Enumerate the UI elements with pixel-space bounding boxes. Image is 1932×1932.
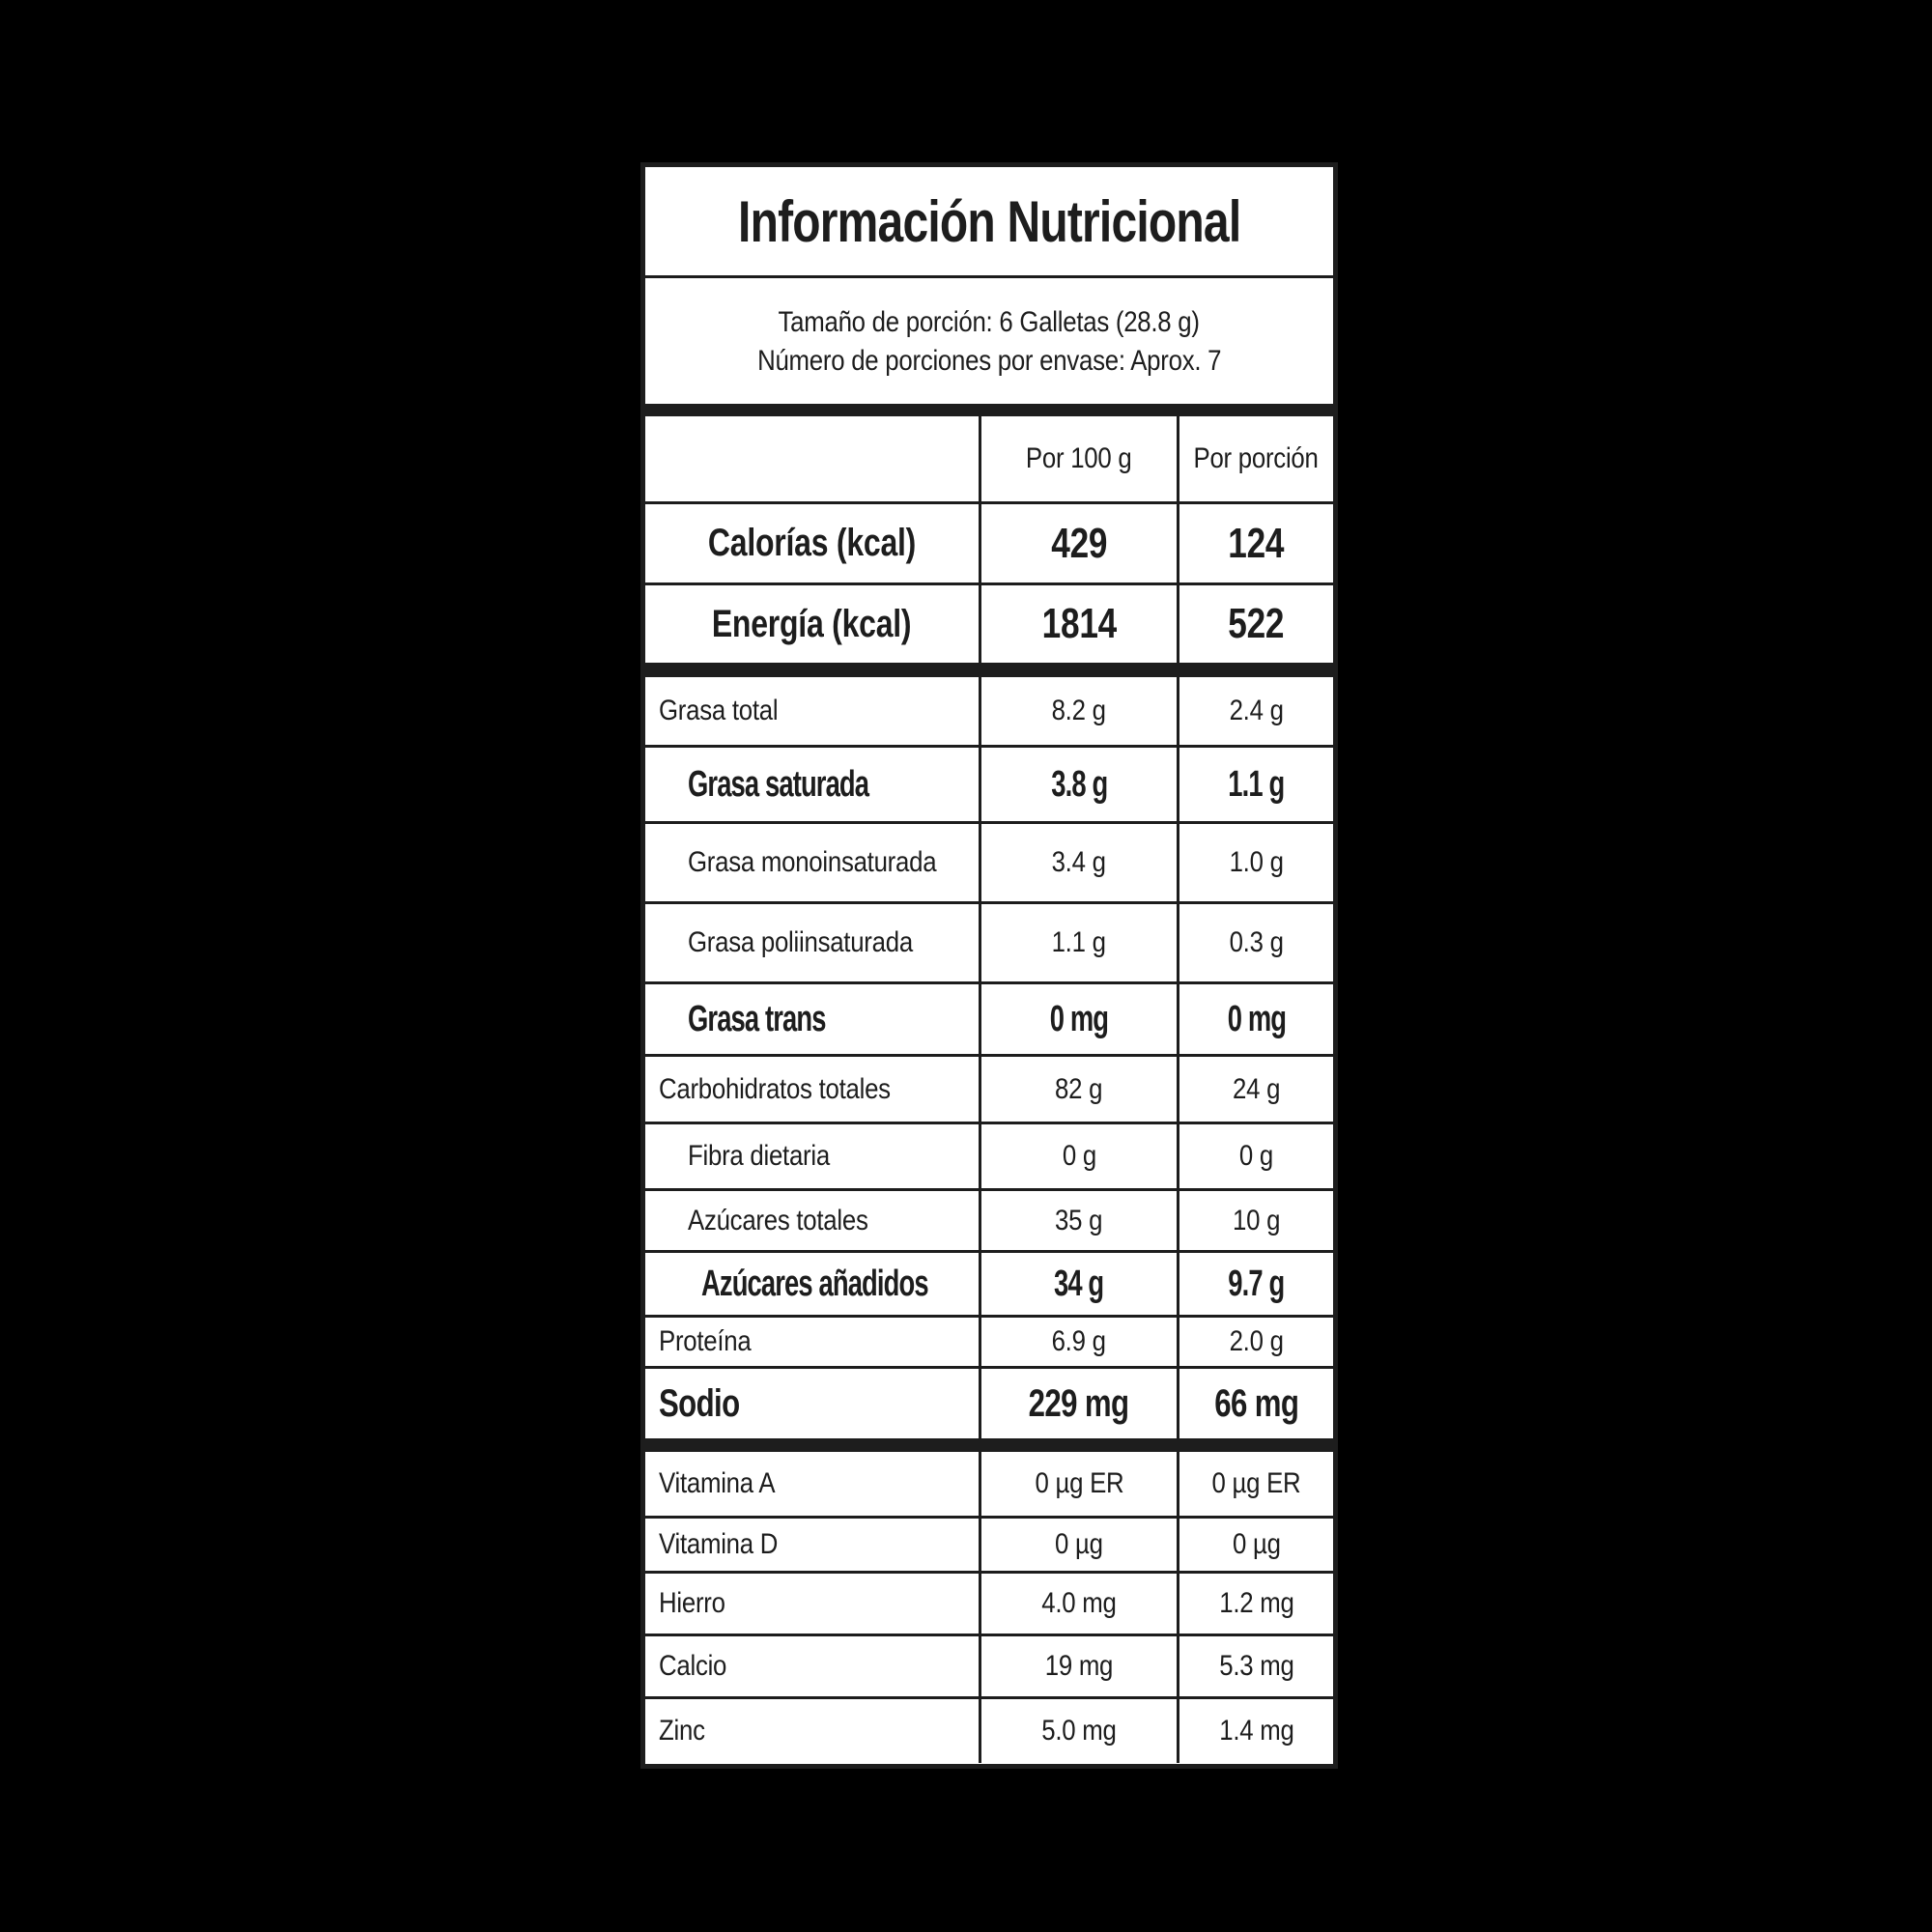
row-grasa-total: Grasa total 8.2 g 2.4 g <box>645 677 1333 748</box>
value-per-portion: 2.0 g <box>1177 1318 1333 1366</box>
row-calcio: Calcio 19 mg 5.3 mg <box>645 1636 1333 1699</box>
row-proteina: Proteína 6.9 g 2.0 g <box>645 1318 1333 1369</box>
row-vitamina-d: Vitamina D 0 µg 0 µg <box>645 1519 1333 1574</box>
value-per-portion: 24 g <box>1177 1057 1333 1122</box>
value-per-100g: 1814 <box>979 585 1177 663</box>
nutrient-label: Calorías (kcal) <box>707 522 917 564</box>
nutrient-label: Zinc <box>659 1715 705 1747</box>
value-per-100g: 19 mg <box>979 1636 1177 1696</box>
row-zinc: Zinc 5.0 mg 1.4 mg <box>645 1699 1333 1763</box>
nutrient-label: Carbohidratos totales <box>659 1072 891 1105</box>
nutrition-facts-table: Información Nutricional Tamaño de porció… <box>640 162 1338 1769</box>
value-per-portion: 0.3 g <box>1177 904 1333 981</box>
row-grasa-trans: Grasa trans 0 mg 0 mg <box>645 984 1333 1057</box>
value-per-100g: 0 µg ER <box>979 1452 1177 1516</box>
serving-info-row: Tamaño de porción: 6 Galletas (28.8 g) N… <box>645 278 1333 404</box>
value-per-portion: 124 <box>1177 504 1333 582</box>
nutrient-label: Grasa poliinsaturada <box>688 926 913 958</box>
row-azucares-anadidos: Azúcares añadidos 34 g 9.7 g <box>645 1253 1333 1318</box>
value-per-portion: 522 <box>1177 585 1333 663</box>
column-header-empty <box>645 416 979 501</box>
value-per-portion: 1.0 g <box>1177 824 1333 901</box>
row-energia: Energía (kcal) 1814 522 <box>645 585 1333 663</box>
nutrient-label: Grasa saturada <box>688 763 869 805</box>
row-grasa-saturada: Grasa saturada 3.8 g 1.1 g <box>645 748 1333 824</box>
value-per-100g: 34 g <box>979 1253 1177 1315</box>
nutrient-label: Proteína <box>659 1325 752 1357</box>
value-per-100g: 429 <box>979 504 1177 582</box>
nutrient-label: Azúcares añadidos <box>701 1263 929 1304</box>
value-per-100g: 6.9 g <box>979 1318 1177 1366</box>
row-carbohidratos-totales: Carbohidratos totales 82 g 24 g <box>645 1057 1333 1124</box>
row-sodio: Sodio 229 mg 66 mg <box>645 1369 1333 1438</box>
section-divider-bar <box>645 663 1333 677</box>
row-azucares-totales: Azúcares totales 35 g 10 g <box>645 1191 1333 1253</box>
nutrient-label: Grasa total <box>659 695 779 726</box>
value-per-100g: 1.1 g <box>979 904 1177 981</box>
row-grasa-poliinsaturada: Grasa poliinsaturada 1.1 g 0.3 g <box>645 904 1333 984</box>
table-title-row: Información Nutricional <box>645 167 1333 278</box>
nutrient-label: Sodio <box>659 1381 740 1425</box>
nutrient-label: Azúcares totales <box>688 1204 868 1236</box>
nutrient-label: Hierro <box>659 1587 725 1619</box>
value-per-portion: 2.4 g <box>1177 677 1333 745</box>
row-vitamina-a: Vitamina A 0 µg ER 0 µg ER <box>645 1452 1333 1519</box>
value-per-100g: 35 g <box>979 1191 1177 1250</box>
column-header-row: Por 100 g Por porción <box>645 416 1333 504</box>
value-per-portion: 9.7 g <box>1177 1253 1333 1315</box>
value-per-portion: 0 µg ER <box>1177 1452 1333 1516</box>
value-per-portion: 0 mg <box>1177 984 1333 1054</box>
value-per-100g: 0 µg <box>979 1519 1177 1571</box>
nutrient-label: Vitamina A <box>659 1467 776 1499</box>
value-per-100g: 8.2 g <box>979 677 1177 745</box>
value-per-100g: 0 g <box>979 1124 1177 1188</box>
nutrient-label: Grasa trans <box>688 998 826 1039</box>
value-per-100g: 0 mg <box>979 984 1177 1054</box>
nutrient-label: Fibra dietaria <box>688 1140 830 1172</box>
nutrient-label: Calcio <box>659 1650 727 1682</box>
value-per-portion: 0 µg <box>1177 1519 1333 1571</box>
value-per-100g: 3.8 g <box>979 748 1177 821</box>
value-per-portion: 1.2 mg <box>1177 1574 1333 1634</box>
value-per-portion: 66 mg <box>1177 1369 1333 1438</box>
value-per-portion: 0 g <box>1177 1124 1333 1188</box>
row-grasa-monoinsaturada: Grasa monoinsaturada 3.4 g 1.0 g <box>645 824 1333 904</box>
column-header-per-100g: Por 100 g <box>979 416 1177 501</box>
nutrient-label: Energía (kcal) <box>712 602 912 645</box>
row-hierro: Hierro 4.0 mg 1.2 mg <box>645 1574 1333 1636</box>
column-header-per-portion: Por porción <box>1177 416 1333 501</box>
serving-size-text: Tamaño de porción: 6 Galletas (28.8 g) <box>778 305 1201 338</box>
value-per-portion: 5.3 mg <box>1177 1636 1333 1696</box>
nutrient-label: Vitamina D <box>659 1528 779 1560</box>
row-fibra-dietaria: Fibra dietaria 0 g 0 g <box>645 1124 1333 1191</box>
row-calorias: Calorías (kcal) 429 124 <box>645 504 1333 585</box>
nutrient-label: Grasa monoinsaturada <box>688 846 937 878</box>
section-divider-bar <box>645 1438 1333 1452</box>
value-per-100g: 4.0 mg <box>979 1574 1177 1634</box>
section-divider-bar <box>645 404 1333 416</box>
servings-per-container-text: Número de porciones por envase: Aprox. 7 <box>756 344 1222 377</box>
value-per-portion: 1.1 g <box>1177 748 1333 821</box>
table-title: Información Nutricional <box>737 188 1241 254</box>
value-per-100g: 5.0 mg <box>979 1699 1177 1763</box>
value-per-portion: 1.4 mg <box>1177 1699 1333 1763</box>
value-per-100g: 82 g <box>979 1057 1177 1122</box>
value-per-100g: 229 mg <box>979 1369 1177 1438</box>
value-per-portion: 10 g <box>1177 1191 1333 1250</box>
value-per-100g: 3.4 g <box>979 824 1177 901</box>
